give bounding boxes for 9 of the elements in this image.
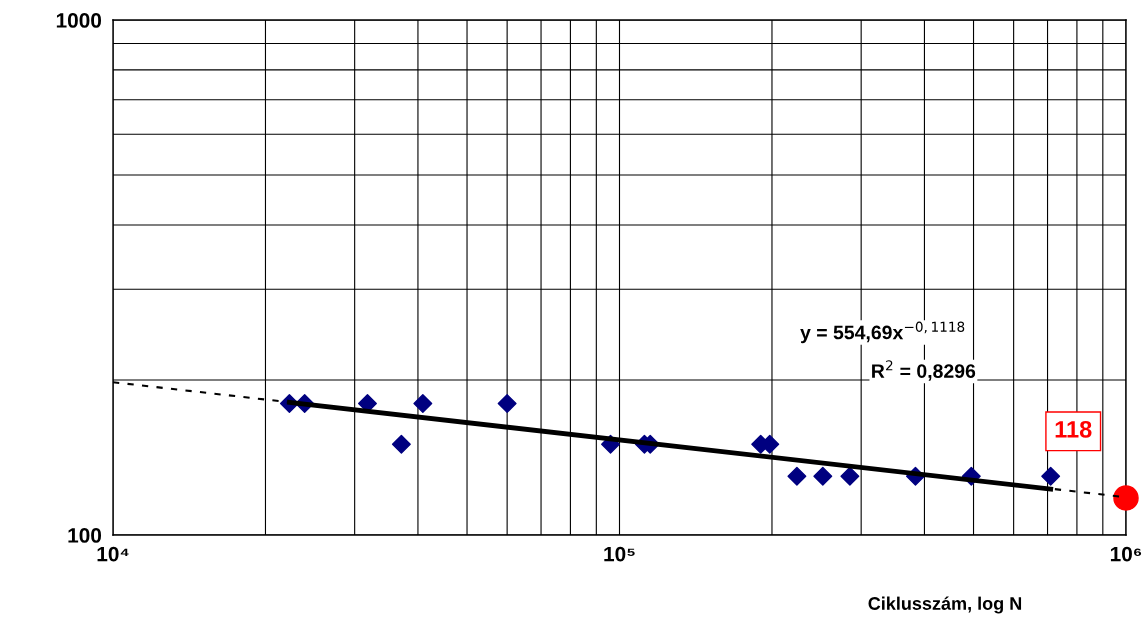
x-tick-label: 10⁵ bbox=[604, 546, 635, 562]
x-axis-title: Ciklusszám, log N bbox=[868, 596, 1022, 614]
x-tick-label: 10⁴ bbox=[97, 546, 129, 562]
y-tick-label: 1000 bbox=[56, 13, 102, 28]
data-label: 118 bbox=[1055, 420, 1092, 438]
y-tick-label: 100 bbox=[68, 528, 102, 543]
annotation: y = 554,69x$^{−0,1118}$ bbox=[800, 321, 965, 344]
annotation: R$^{2}$ = 0,8296 bbox=[872, 360, 976, 381]
x-tick-label: 10⁶ bbox=[1110, 546, 1142, 562]
